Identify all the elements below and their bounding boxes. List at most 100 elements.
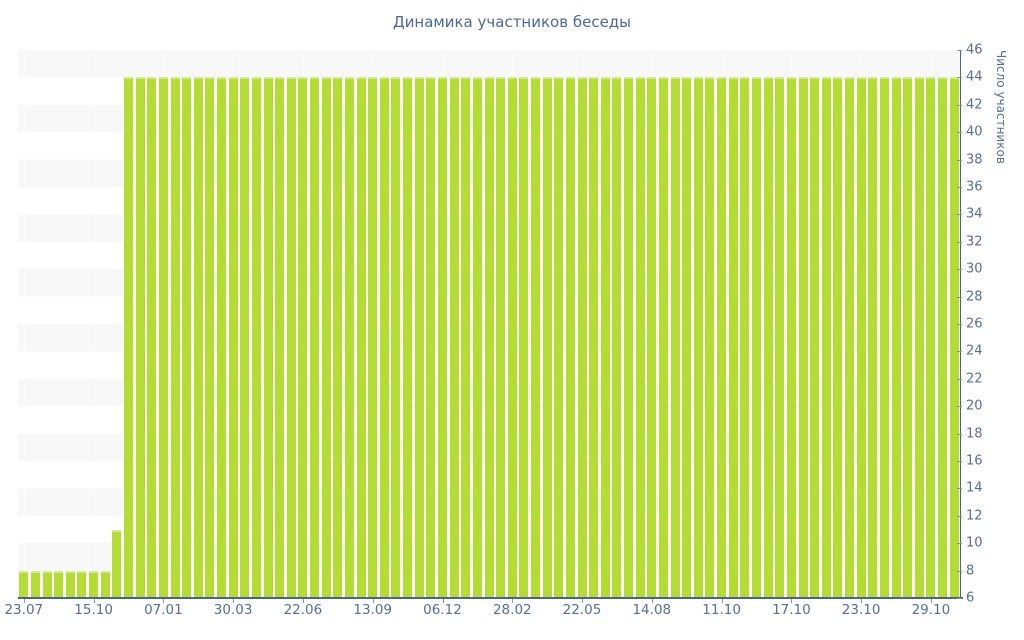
bar[interactable] bbox=[112, 529, 122, 598]
x-axis-label: 22.05 bbox=[562, 602, 602, 618]
bar[interactable] bbox=[275, 77, 285, 598]
bar[interactable] bbox=[670, 77, 680, 598]
bar[interactable] bbox=[949, 77, 959, 598]
bar[interactable] bbox=[461, 77, 471, 598]
bar[interactable] bbox=[228, 77, 238, 598]
bar[interactable] bbox=[740, 77, 750, 598]
bar[interactable] bbox=[333, 77, 343, 598]
bar[interactable] bbox=[426, 77, 436, 598]
bar[interactable] bbox=[798, 77, 808, 598]
y-axis-label: 30 bbox=[966, 261, 983, 277]
x-axis-label: 30.03 bbox=[213, 602, 253, 618]
bar[interactable] bbox=[100, 570, 110, 598]
bar[interactable] bbox=[217, 77, 227, 598]
bar[interactable] bbox=[821, 77, 831, 598]
bar[interactable] bbox=[30, 570, 40, 598]
y-tick-mark bbox=[957, 515, 962, 517]
bar[interactable] bbox=[251, 77, 261, 598]
bar[interactable] bbox=[833, 77, 843, 598]
bar[interactable] bbox=[658, 77, 668, 598]
x-tick-mark bbox=[233, 599, 235, 603]
bar[interactable] bbox=[577, 77, 587, 598]
bar[interactable] bbox=[565, 77, 575, 598]
bar[interactable] bbox=[77, 570, 87, 598]
bar[interactable] bbox=[496, 77, 506, 598]
bar[interactable] bbox=[845, 77, 855, 598]
y-tick-mark bbox=[957, 543, 962, 545]
y-axis-label: 28 bbox=[966, 289, 983, 305]
x-tick-mark bbox=[23, 599, 25, 603]
bar[interactable] bbox=[728, 77, 738, 598]
bar[interactable] bbox=[926, 77, 936, 598]
bar[interactable] bbox=[484, 77, 494, 598]
bar[interactable] bbox=[763, 77, 773, 598]
x-axis-label: 17.10 bbox=[772, 602, 811, 618]
x-axis-label: 14.08 bbox=[632, 602, 672, 618]
bar[interactable] bbox=[286, 77, 296, 598]
bar[interactable] bbox=[19, 570, 29, 598]
bar[interactable] bbox=[891, 77, 901, 598]
bar[interactable] bbox=[414, 77, 424, 598]
bar[interactable] bbox=[391, 77, 401, 598]
bar[interactable] bbox=[938, 77, 948, 598]
bar[interactable] bbox=[368, 77, 378, 598]
y-axis-label: 22 bbox=[966, 371, 983, 387]
bar[interactable] bbox=[356, 77, 366, 598]
bar[interactable] bbox=[158, 77, 168, 598]
y-tick-mark bbox=[957, 132, 962, 134]
y-tick-mark bbox=[957, 433, 962, 435]
bar[interactable] bbox=[717, 77, 727, 598]
y-tick-mark bbox=[957, 159, 962, 161]
bar[interactable] bbox=[193, 77, 203, 598]
x-tick-mark bbox=[930, 599, 932, 603]
bar[interactable] bbox=[135, 77, 145, 598]
bar[interactable] bbox=[624, 77, 634, 598]
bar[interactable] bbox=[54, 570, 64, 598]
y-axis-label: 6 bbox=[966, 590, 975, 606]
y-tick-mark bbox=[957, 104, 962, 106]
bar[interactable] bbox=[589, 77, 599, 598]
bar[interactable] bbox=[751, 77, 761, 598]
bar[interactable] bbox=[786, 77, 796, 598]
bar[interactable] bbox=[914, 77, 924, 598]
bar[interactable] bbox=[519, 77, 529, 598]
bar[interactable] bbox=[682, 77, 692, 598]
bar[interactable] bbox=[89, 570, 99, 598]
bar[interactable] bbox=[403, 77, 413, 598]
bar[interactable] bbox=[810, 77, 820, 598]
bar[interactable] bbox=[263, 77, 273, 598]
bar[interactable] bbox=[298, 77, 308, 598]
bar[interactable] bbox=[856, 77, 866, 598]
bar[interactable] bbox=[775, 77, 785, 598]
bar[interactable] bbox=[147, 77, 157, 598]
bar[interactable] bbox=[379, 77, 389, 598]
bar[interactable] bbox=[507, 77, 517, 598]
bar[interactable] bbox=[705, 77, 715, 598]
bar[interactable] bbox=[205, 77, 215, 598]
bar[interactable] bbox=[554, 77, 564, 598]
bar[interactable] bbox=[42, 570, 52, 598]
x-tick-mark bbox=[442, 599, 444, 603]
bar[interactable] bbox=[879, 77, 889, 598]
bar[interactable] bbox=[321, 77, 331, 598]
bar[interactable] bbox=[65, 570, 75, 598]
bar[interactable] bbox=[903, 77, 913, 598]
bar[interactable] bbox=[868, 77, 878, 598]
bar[interactable] bbox=[472, 77, 482, 598]
bar[interactable] bbox=[240, 77, 250, 598]
bar[interactable] bbox=[542, 77, 552, 598]
bar[interactable] bbox=[310, 77, 320, 598]
bar[interactable] bbox=[693, 77, 703, 598]
bar[interactable] bbox=[449, 77, 459, 598]
bar[interactable] bbox=[170, 77, 180, 598]
bar[interactable] bbox=[612, 77, 622, 598]
bar[interactable] bbox=[635, 77, 645, 598]
y-axis-label: 26 bbox=[966, 316, 983, 332]
bar[interactable] bbox=[647, 77, 657, 598]
bar[interactable] bbox=[182, 77, 192, 598]
bar[interactable] bbox=[531, 77, 541, 598]
bar[interactable] bbox=[123, 77, 133, 598]
bar[interactable] bbox=[344, 77, 354, 598]
bar[interactable] bbox=[437, 77, 447, 598]
bar[interactable] bbox=[600, 77, 610, 598]
